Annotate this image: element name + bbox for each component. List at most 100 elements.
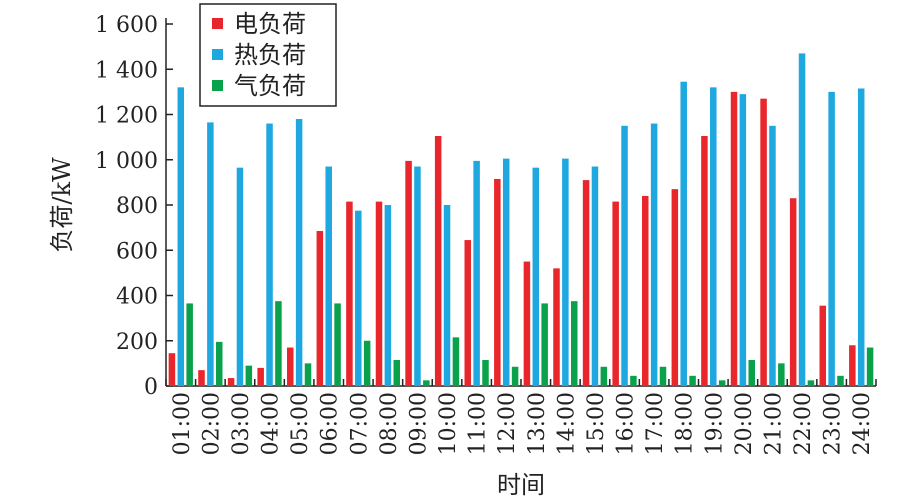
bar-series-1-2200	[789, 198, 797, 386]
x-tick-label: 16:00	[614, 392, 639, 455]
bar-series-1-0300	[227, 378, 235, 386]
bar-series-1-0900	[405, 160, 412, 386]
x-tick-label: 01:00	[170, 392, 195, 455]
x-tick-label: 07:00	[347, 392, 372, 455]
x-tick-label: 08:00	[377, 392, 402, 455]
x-tick-label: 17:00	[643, 392, 668, 455]
bar-series-2-1900	[710, 87, 717, 386]
bar-series-1-0600	[316, 231, 324, 386]
legend-label-3: 气负荷	[234, 72, 306, 100]
y-tick-label: 200	[116, 330, 158, 355]
x-tick-label: 09:00	[406, 392, 431, 455]
bar-series-1-2000	[730, 91, 738, 386]
bar-series-2-0400	[266, 123, 273, 387]
bar-series-3-1500	[600, 366, 608, 386]
bar-series-2-0300	[236, 167, 244, 386]
bar-series-2-1200	[502, 158, 510, 386]
bar-series-3-0900	[423, 380, 430, 386]
bar-series-1-1300	[523, 261, 531, 386]
bar-series-2-0200	[207, 122, 214, 386]
legend-label-1: 电负荷	[234, 10, 306, 38]
bar-series-3-0400	[275, 301, 282, 386]
bar-series-3-1100	[482, 359, 489, 386]
bar-series-2-2100	[769, 125, 776, 386]
bar-series-1-1500	[582, 180, 590, 386]
bar-series-1-1000	[434, 135, 442, 386]
bar-series-2-1600	[621, 125, 628, 386]
bar-series-3-2300	[837, 375, 844, 386]
x-tick-label: 24:00	[850, 392, 875, 455]
x-tick-label: 10:00	[436, 392, 461, 455]
bar-series-3-0200	[215, 341, 223, 386]
axes: 0 200 400 600 800 1 000 1 200 1 400 1 600 01:00 02…	[48, 13, 877, 499]
bar-series-3-0500	[304, 363, 312, 386]
bar-series-3-0700	[363, 340, 371, 386]
bar-series-3-1900	[718, 380, 726, 386]
bar-series-1-2100	[760, 98, 767, 386]
x-tick-label: 03:00	[229, 392, 254, 455]
bar-series-1-1800	[671, 189, 679, 386]
bar-series-2-0700	[355, 210, 362, 386]
bar-series-2-1100	[473, 160, 480, 386]
legend-label-2: 热负荷	[234, 41, 306, 69]
bar-series-2-1800	[680, 81, 687, 386]
bar-series-2-1000	[443, 205, 451, 386]
y-tick-label: 600	[116, 239, 158, 264]
y-tick-label: 1 200	[95, 104, 158, 129]
bar-series-2-1500	[591, 166, 599, 386]
bar-series-2-0500	[295, 119, 303, 387]
bar-series-1-2300	[819, 305, 827, 386]
bar-series-3-2000	[748, 359, 756, 386]
x-tick-label: 04:00	[259, 392, 284, 455]
legend-swatch-1	[212, 18, 223, 29]
x-tick-label: 05:00	[288, 392, 313, 455]
bar-series-2-2300	[828, 91, 835, 386]
bar-series-1-0400	[257, 367, 264, 386]
bar-series-3-2200	[807, 380, 815, 386]
legend-swatch-3	[212, 80, 223, 91]
bar-series-1-1100	[464, 240, 472, 386]
bar-series-2-0900	[414, 166, 421, 386]
bar-series-3-0800	[393, 359, 401, 386]
x-tick-label: 19:00	[702, 392, 727, 455]
bar-series-2-0600	[325, 166, 332, 386]
x-tick-label: 15:00	[584, 392, 609, 455]
bar-series-3-1400	[570, 301, 578, 386]
x-tick-label: 18:00	[673, 392, 698, 455]
y-tick-label: 400	[116, 285, 158, 310]
bars	[168, 53, 874, 387]
bar-series-1-1400	[553, 268, 560, 386]
bar-series-3-1300	[541, 303, 548, 386]
bar-series-2-1400	[562, 158, 569, 386]
y-tick-label: 1 600	[95, 13, 158, 38]
bar-series-1-1900	[701, 135, 708, 386]
bar-series-3-2100	[778, 363, 785, 386]
x-tick-label: 12:00	[495, 392, 520, 455]
x-tick-label: 23:00	[821, 392, 846, 455]
x-tick-label: 21:00	[761, 392, 786, 455]
bar-series-1-1200	[494, 178, 501, 386]
bar-series-3-1200	[511, 366, 519, 386]
x-tick-label: 22:00	[791, 392, 816, 455]
bar-series-3-0600	[334, 303, 341, 386]
bar-series-1-0200	[198, 370, 205, 386]
x-tick-label: 13:00	[525, 392, 550, 455]
bar-series-1-1700	[641, 195, 649, 386]
bar-series-2-1300	[532, 167, 540, 386]
bar-series-3-2400	[866, 347, 874, 386]
y-tick-label: 0	[144, 375, 158, 400]
x-tick-label: 14:00	[554, 392, 579, 455]
bar-series-1-0500	[286, 347, 294, 386]
bar-series-2-0800	[384, 205, 392, 386]
bar-series-2-2400	[857, 88, 865, 386]
bar-series-3-1000	[452, 337, 460, 386]
x-tick-label: 02:00	[199, 392, 224, 455]
y-tick-label: 1 400	[95, 58, 158, 83]
bar-series-3-1800	[689, 375, 696, 386]
bar-series-2-0100	[177, 87, 185, 386]
bar-series-3-0100	[186, 303, 193, 386]
x-tick-label: 20:00	[732, 392, 757, 455]
